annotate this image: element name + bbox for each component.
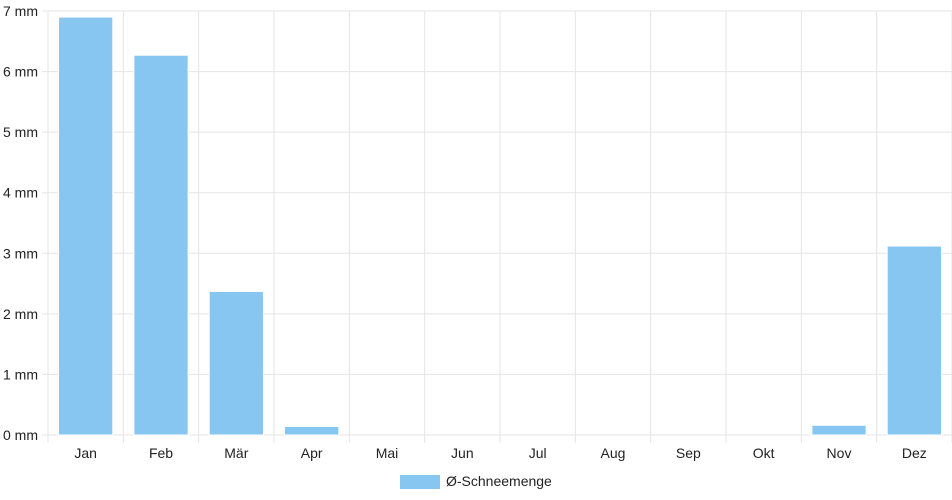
y-tick-label: 6 mm bbox=[3, 64, 38, 80]
x-tick-label: Dez bbox=[902, 445, 927, 461]
x-tick-label: Mai bbox=[376, 445, 399, 461]
x-tick-label: Jan bbox=[74, 445, 97, 461]
x-tick-label: Aug bbox=[601, 445, 626, 461]
x-tick-label: Jun bbox=[451, 445, 474, 461]
x-tick-label: Mär bbox=[224, 445, 248, 461]
y-tick-label: 2 mm bbox=[3, 306, 38, 322]
legend-swatch[interactable] bbox=[400, 475, 440, 489]
x-tick-label: Okt bbox=[753, 445, 775, 461]
y-tick-label: 7 mm bbox=[3, 3, 38, 19]
x-tick-label: Sep bbox=[676, 445, 701, 461]
bar-feb[interactable] bbox=[133, 54, 189, 436]
bar-apr[interactable] bbox=[284, 426, 340, 436]
y-tick-label: 4 mm bbox=[3, 185, 38, 201]
legend[interactable]: Ø-Schneemenge bbox=[400, 473, 552, 489]
x-axis-labels: Jan Feb Mär Apr Mai Jun Jul Aug Sep Okt Nov Dez bbox=[74, 445, 926, 461]
x-tick-label: Jul bbox=[529, 445, 547, 461]
y-tick-label: 5 mm bbox=[3, 124, 38, 140]
bar-dez[interactable] bbox=[886, 245, 942, 436]
y-axis-labels: 0 mm 1 mm 2 mm 3 mm 4 mm 5 mm 6 mm 7 mm bbox=[3, 3, 38, 443]
bar-jan[interactable] bbox=[58, 16, 114, 436]
y-tick-label: 3 mm bbox=[3, 245, 38, 261]
x-tick-label: Apr bbox=[301, 445, 323, 461]
x-tick-label: Feb bbox=[149, 445, 173, 461]
bar-mär[interactable] bbox=[208, 290, 264, 436]
y-tick-label: 0 mm bbox=[3, 427, 38, 443]
bar-series bbox=[58, 16, 942, 436]
grid-lines bbox=[42, 10, 952, 443]
bar-nov[interactable] bbox=[811, 424, 867, 436]
y-tick-label: 1 mm bbox=[3, 366, 38, 382]
legend-label[interactable]: Ø-Schneemenge bbox=[446, 473, 552, 489]
x-tick-label: Nov bbox=[827, 445, 852, 461]
